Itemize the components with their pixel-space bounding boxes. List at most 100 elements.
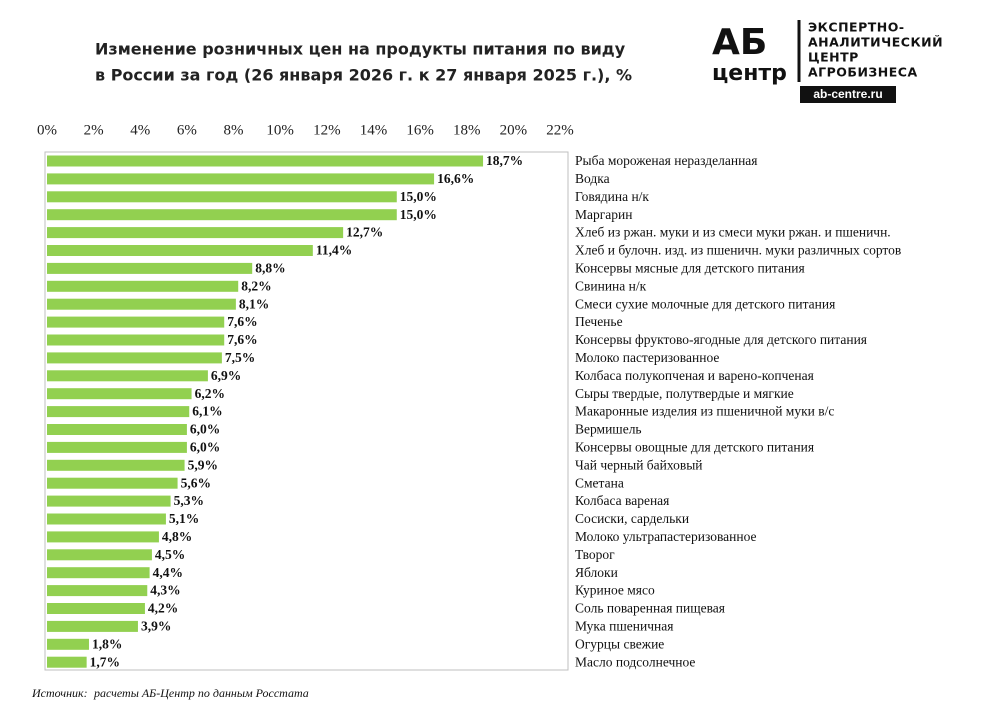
category-label: Смеси сухие молочные для детского питани… [575, 296, 835, 311]
bar [47, 173, 435, 185]
value-label: 7,6% [227, 314, 257, 329]
chart-title: Изменение розничных цен на продукты пита… [95, 40, 626, 59]
category-label: Рыба мороженая неразделанная [575, 153, 758, 168]
value-label: 5,3% [174, 493, 204, 508]
category-label: Чай черный байховый [575, 457, 703, 472]
logo-line: ЭКСПЕРТНО- [808, 20, 905, 35]
chart-title: в России за год (26 января 2026 г. к 27 … [95, 66, 632, 85]
value-label: 5,1% [169, 511, 199, 526]
plot-frame [44, 151, 569, 671]
category-label: Колбаса полукопченая и варено-копченая [575, 368, 814, 383]
x-tick-label: 0% [37, 122, 57, 138]
value-label: 4,8% [162, 529, 192, 544]
category-label: Яблоки [575, 565, 618, 580]
bar [47, 334, 225, 346]
category-label: Сметана [575, 475, 624, 490]
value-label: 3,9% [141, 618, 171, 633]
bar [47, 441, 187, 453]
logo-url-bg [800, 86, 896, 103]
category-label: Говядина н/к [575, 189, 649, 204]
category-label: Творог [575, 547, 615, 562]
bar [47, 477, 178, 489]
category-label: Масло подсолнечное [575, 654, 695, 669]
bar [47, 316, 225, 328]
value-label: 8,8% [255, 260, 285, 275]
value-label: 4,3% [150, 583, 180, 598]
bar [47, 298, 236, 310]
value-label: 16,6% [437, 171, 474, 186]
category-label: Вермишель [575, 422, 642, 437]
category-label: Сыры твердые, полутвердые и мягкие [575, 386, 794, 401]
source-text: расчеты АБ-Центр по данным Росстата [93, 686, 309, 700]
value-label: 15,0% [400, 207, 437, 222]
value-label: 5,9% [188, 457, 218, 472]
value-label: 6,2% [195, 386, 225, 401]
x-tick-label: 8% [224, 122, 244, 138]
bar [47, 567, 150, 579]
x-tick-label: 10% [266, 122, 294, 138]
value-label: 1,7% [90, 654, 120, 669]
category-label: Мука пшеничная [575, 618, 673, 633]
x-tick-label: 16% [406, 122, 434, 138]
bar [47, 656, 87, 668]
category-label: Хлеб и булочн. изд. из пшеничн. муки раз… [575, 243, 901, 258]
category-label: Молоко пастеризованное [575, 350, 719, 365]
bar [47, 549, 152, 561]
bar [47, 370, 208, 382]
value-label: 6,1% [192, 404, 222, 419]
category-label: Водка [575, 171, 610, 186]
category-label: Куриное мясо [575, 583, 655, 598]
value-label: 6,0% [190, 439, 220, 454]
source-label: Источник: [31, 686, 88, 700]
x-tick-label: 22% [546, 122, 574, 138]
value-label: 6,9% [211, 368, 241, 383]
bar [47, 262, 253, 274]
category-label: Соль поваренная пищевая [575, 601, 725, 616]
logo: АБ центр ЭКСПЕРТНО- АНАЛИТИЧЕСКИЙ ЦЕНТР … [712, 20, 943, 103]
bar [47, 280, 239, 292]
logo-line: АГРОБИЗНЕСА [808, 65, 918, 80]
logo-url: ab-centre.ru [813, 87, 882, 101]
value-label: 4,5% [155, 547, 185, 562]
bar [47, 155, 484, 167]
bar [47, 388, 192, 400]
bar [47, 620, 138, 632]
category-label: Консервы овощные для детского питания [575, 439, 814, 454]
value-label: 8,1% [239, 296, 269, 311]
logo-line: ЦЕНТР [808, 50, 859, 65]
x-tick-label: 20% [500, 122, 528, 138]
category-label: Маргарин [575, 207, 632, 222]
value-label: 5,6% [181, 475, 211, 490]
value-label: 15,0% [400, 189, 437, 204]
bar [47, 585, 148, 597]
logo-mark: АБ [712, 22, 767, 63]
x-tick-label: 2% [84, 122, 104, 138]
value-label: 4,4% [153, 565, 183, 580]
x-tick-label: 4% [130, 122, 150, 138]
value-label: 8,2% [241, 278, 271, 293]
value-label: 7,5% [225, 350, 255, 365]
category-label: Свинина н/к [575, 278, 647, 293]
bar [47, 245, 313, 256]
value-label: 18,7% [486, 153, 523, 168]
logo-line: АНАЛИТИЧЕСКИЙ [808, 35, 943, 50]
bar [47, 191, 397, 203]
bar [47, 603, 145, 614]
bar [47, 227, 344, 239]
category-label: Сосиски, сардельки [575, 511, 689, 526]
category-label: Колбаса вареная [575, 493, 669, 508]
bar [47, 424, 187, 435]
category-label: Печенье [575, 314, 623, 329]
bar [47, 513, 166, 525]
bar [47, 495, 171, 507]
bar [47, 209, 397, 221]
value-label: 4,2% [148, 601, 178, 616]
value-label: 12,7% [346, 225, 383, 240]
category-label: Молоко ультрапастеризованное [575, 529, 757, 544]
value-label: 7,6% [227, 332, 257, 347]
x-tick-label: 12% [313, 122, 341, 138]
bar [47, 406, 190, 418]
bar [47, 459, 185, 471]
